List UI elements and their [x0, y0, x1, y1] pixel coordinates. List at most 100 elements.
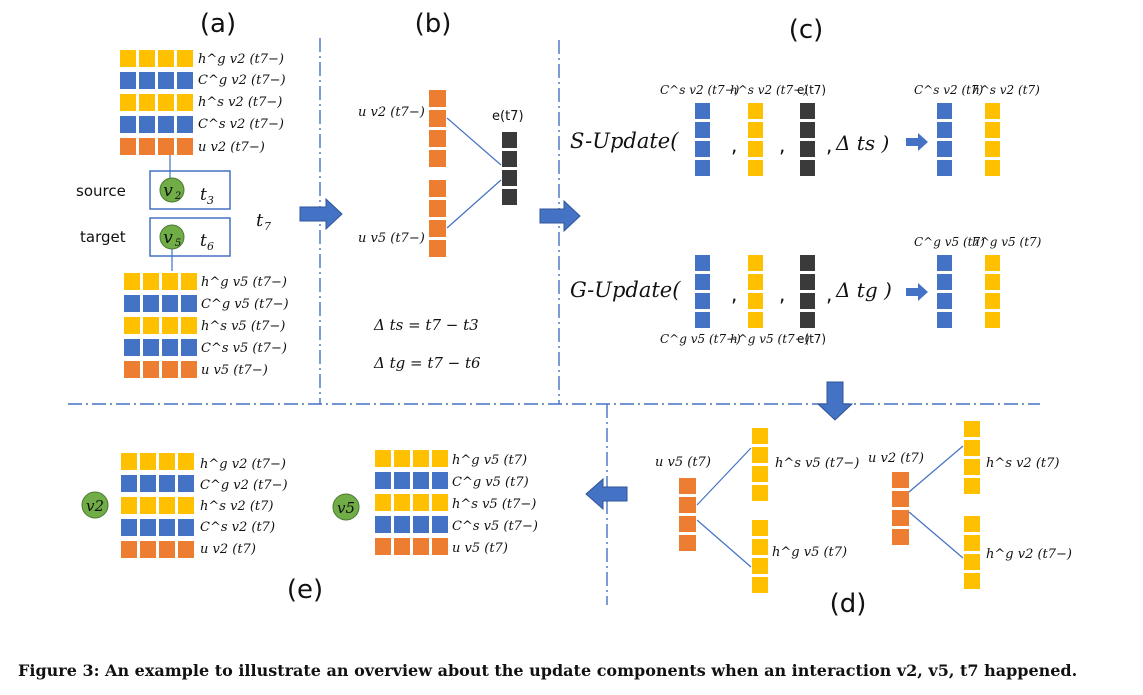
- vector-cell: [964, 478, 980, 494]
- vector-cell: [964, 516, 980, 532]
- panel-b-letter: (b): [415, 9, 452, 39]
- vector-cell: [121, 497, 137, 514]
- panel-c-letter: (c): [789, 15, 824, 45]
- source-node-letter: v: [163, 181, 173, 201]
- vector-cell: [748, 255, 763, 271]
- vector-cell: [177, 94, 193, 111]
- e-v5-row-label: u v5 (t7): [452, 541, 508, 556]
- vector-cell: [143, 317, 159, 334]
- vector-cell: [429, 110, 446, 127]
- vector-cell: [181, 339, 197, 356]
- vector-cell: [695, 255, 710, 271]
- g-output-label: C^g v5 (t7): [914, 235, 985, 249]
- u-v5-label: u v5 (t7−): [358, 231, 425, 246]
- vector-cell: [159, 519, 175, 536]
- vector-cell: [140, 475, 156, 492]
- vector-cell: [985, 141, 1000, 157]
- vector-cell: [432, 450, 448, 467]
- delta-s-formula: Δ ts = t7 − t3: [373, 316, 479, 334]
- v5-embedding-matrix: [124, 273, 197, 378]
- comma: ,: [779, 282, 785, 306]
- vector-cell: [178, 541, 194, 558]
- vector-cell: [937, 312, 952, 328]
- d-left-u-label: u v5 (t7): [655, 455, 711, 470]
- vector-cell: [121, 453, 137, 470]
- vector-cell: [178, 497, 194, 514]
- arrow-d-to-e: [585, 477, 628, 511]
- vector-cell: [800, 103, 815, 119]
- vector-cell: [695, 141, 710, 157]
- e-v5-row-label: h^s v5 (t7−): [452, 497, 536, 512]
- vector-cell: [143, 361, 159, 378]
- vector-cell: [679, 497, 696, 513]
- vector-cell: [120, 116, 136, 133]
- vector-cell: [432, 538, 448, 555]
- vector-cell: [937, 160, 952, 176]
- vector-cell: [502, 170, 517, 186]
- vector-cell: [140, 541, 156, 558]
- g-input-label: h^g v5 (t7−): [730, 332, 810, 346]
- vector-cell: [748, 160, 763, 176]
- vector-cell: [937, 274, 952, 290]
- s-output-label: h^s v2 (t7): [972, 83, 1040, 97]
- target-time-sub: 6: [207, 240, 214, 253]
- vector-cell: [800, 255, 815, 271]
- updated-v2-matrix: [121, 453, 194, 558]
- vector-cell: [695, 103, 710, 119]
- vector-cell: [139, 50, 155, 67]
- target-box: [149, 217, 231, 257]
- vector-cell: [162, 273, 178, 290]
- node-v2-label: v2: [86, 497, 104, 515]
- source-node-subscript: 2: [174, 191, 181, 202]
- v5-row-label: C^g v5 (t7−): [201, 297, 289, 312]
- v5-row-label: u v5 (t7−): [201, 363, 268, 378]
- vector-cell: [162, 295, 178, 312]
- vector-cell: [985, 274, 1000, 290]
- vector-cell: [181, 295, 197, 312]
- vector-cell: [121, 475, 137, 492]
- vector-cell: [985, 103, 1000, 119]
- node-v2-circle: [159, 177, 185, 203]
- vector-cell: [748, 293, 763, 309]
- vector-cell: [140, 519, 156, 536]
- event-time: t: [256, 210, 264, 231]
- vector-cell: [181, 317, 197, 334]
- vector-cell: [158, 94, 174, 111]
- vector-cell: [964, 459, 980, 475]
- v2-embedding-matrix: [120, 50, 193, 155]
- target-node-subscript: 5: [175, 238, 181, 249]
- source-time: t: [200, 185, 207, 205]
- vector-cell: [752, 520, 768, 536]
- comma: ,: [826, 133, 832, 157]
- vector-cell: [695, 122, 710, 138]
- vector-cell: [413, 450, 429, 467]
- vector-cell: [120, 72, 136, 89]
- comma: ,: [731, 282, 737, 306]
- g-output-label: h^g v5 (t7): [972, 235, 1042, 249]
- vector-cell: [177, 72, 193, 89]
- vector-cell: [121, 519, 137, 536]
- v5-row-label: C^s v5 (t7−): [201, 341, 287, 356]
- vector-cell: [679, 516, 696, 532]
- vector-cell: [937, 103, 952, 119]
- vector-cell: [158, 138, 174, 155]
- g-update-result-arrow: [906, 283, 928, 301]
- vector-cell: [432, 494, 448, 511]
- d-left-top-label: h^s v5 (t7−): [775, 456, 859, 471]
- vector-cell: [124, 339, 140, 356]
- vector-cell: [695, 312, 710, 328]
- vector-cell: [748, 274, 763, 290]
- edge-feature-vector: [502, 132, 517, 205]
- vector-cell: [375, 450, 391, 467]
- s-update-result-arrow: [906, 133, 928, 151]
- vector-cell: [413, 516, 429, 533]
- vector-cell: [162, 339, 178, 356]
- arrow-a-to-b: [299, 197, 343, 231]
- vector-cell: [429, 150, 446, 167]
- vector-cell: [162, 361, 178, 378]
- vector-cell: [937, 255, 952, 271]
- target-time: t: [200, 231, 207, 251]
- vector-cell: [502, 132, 517, 148]
- vector-cell: [124, 317, 140, 334]
- v5-row-label: h^g v5 (t7−): [201, 275, 287, 290]
